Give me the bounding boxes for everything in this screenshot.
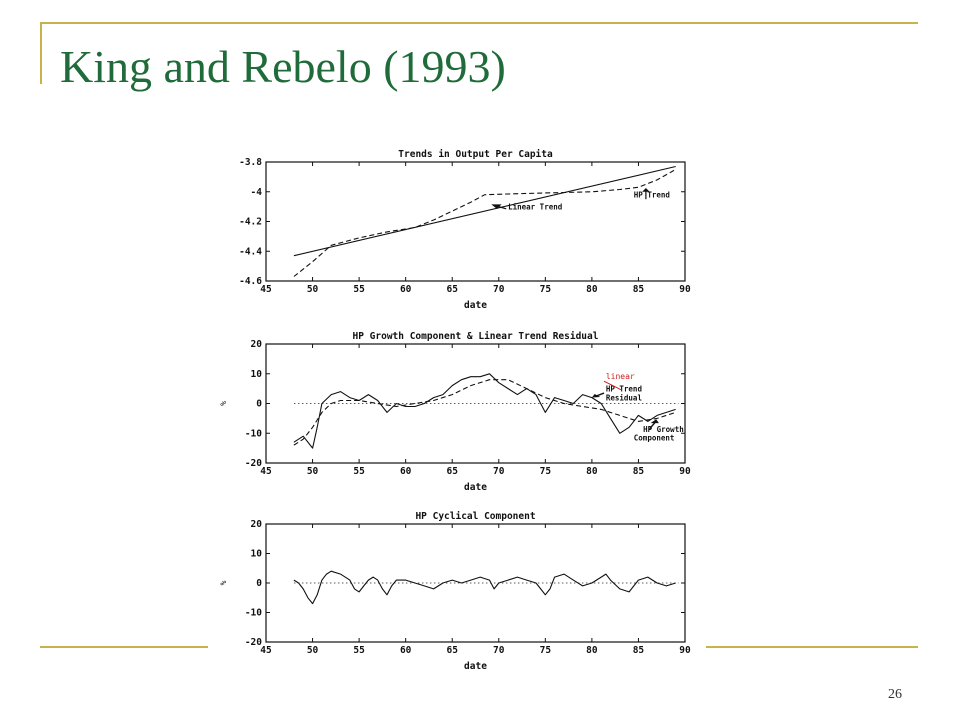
x-tick-label: 60 bbox=[400, 466, 412, 477]
y-tick-label: 10 bbox=[251, 549, 263, 560]
y-tick-label: -4 bbox=[251, 187, 263, 198]
left-rule bbox=[40, 22, 42, 84]
x-tick-label: 45 bbox=[260, 466, 272, 477]
y-tick-label: -10 bbox=[245, 608, 262, 619]
y-tick-label: -10 bbox=[245, 428, 262, 439]
y-tick-label: -3.8 bbox=[239, 157, 262, 168]
x-tick-label: 75 bbox=[540, 284, 552, 295]
chart-2: HP Growth Component & Linear Trend Resid… bbox=[219, 331, 691, 493]
series-line-1-solid bbox=[293, 570, 676, 605]
x-tick-label: 65 bbox=[446, 645, 458, 656]
x-tick-label: 70 bbox=[493, 466, 505, 477]
x-tick-label: 60 bbox=[400, 645, 412, 656]
y-tick-label: -20 bbox=[245, 637, 262, 648]
y-tick-label: 10 bbox=[251, 369, 263, 380]
series-line-1-solid bbox=[293, 165, 676, 257]
growth-arrow bbox=[649, 421, 656, 430]
x-tick-label: 90 bbox=[679, 645, 691, 656]
chart-title: Trends in Output Per Capita bbox=[398, 149, 553, 160]
y-tick-label: -20 bbox=[245, 458, 262, 469]
x-tick-label: 45 bbox=[260, 284, 272, 295]
y-tick-label: -4.4 bbox=[239, 246, 262, 257]
plot-frame bbox=[265, 161, 686, 282]
annotation-label: Component bbox=[634, 434, 675, 443]
x-tick-label: 50 bbox=[307, 284, 319, 295]
y-tick-label: 20 bbox=[251, 519, 263, 530]
annotation-label: HP Trend bbox=[634, 191, 670, 200]
x-tick-label: 90 bbox=[679, 284, 691, 295]
y-tick-label: 0 bbox=[256, 578, 262, 589]
x-tick-label: 55 bbox=[353, 284, 365, 295]
slide-title: King and Rebelo (1993) bbox=[60, 41, 506, 92]
x-tick-label: 85 bbox=[633, 645, 645, 656]
x-tick-label: 60 bbox=[400, 284, 412, 295]
x-tick-label: 70 bbox=[493, 284, 505, 295]
y-tick-label: -4.2 bbox=[239, 217, 262, 228]
annotation-label: Residual bbox=[606, 394, 642, 403]
annotation-label: HP Growth bbox=[643, 425, 684, 434]
x-tick-label: 70 bbox=[493, 645, 505, 656]
x-tick-label: 80 bbox=[586, 645, 598, 656]
chart-title: HP Cyclical Component bbox=[415, 511, 535, 522]
residual-arrowhead bbox=[591, 393, 601, 398]
y-axis-label: % bbox=[219, 401, 228, 406]
y-axis-label: % bbox=[219, 580, 228, 585]
top-rule bbox=[40, 22, 918, 24]
x-tick-label: 85 bbox=[633, 466, 645, 477]
y-tick-label: -4.6 bbox=[239, 276, 262, 287]
linear-red-pointer bbox=[603, 380, 622, 391]
hp-trend-arrowhead bbox=[642, 188, 650, 192]
x-tick-label: 50 bbox=[307, 466, 319, 477]
x-tick-label: 65 bbox=[446, 466, 458, 477]
x-tick-label: 80 bbox=[586, 284, 598, 295]
page-number: 26 bbox=[888, 687, 902, 702]
x-tick-label: 85 bbox=[633, 284, 645, 295]
x-tick-label: 75 bbox=[540, 466, 552, 477]
x-tick-label: 75 bbox=[540, 645, 552, 656]
chart-1: Trends in Output Per Capita 45 50 55 60 65 70 7… bbox=[239, 149, 691, 311]
x-axis-label: date bbox=[464, 661, 487, 672]
series-line-2-dashed bbox=[293, 379, 676, 446]
x-axis-label: date bbox=[464, 300, 487, 311]
annotation-label: Linear Trend bbox=[508, 203, 562, 212]
series-line-1-solid bbox=[293, 373, 676, 449]
chart-title: HP Growth Component & Linear Trend Resid… bbox=[353, 331, 599, 342]
annotation-label: HP Trend bbox=[606, 385, 642, 394]
figure-panel: Trends in Output Per Capita 45 50 55 60 65 70 7… bbox=[208, 140, 706, 680]
king-rebelo-charts: Trends in Output Per Capita 45 50 55 60 65 70 7… bbox=[219, 149, 691, 672]
chart-3: HP Cyclical Component 45 50 55 60 65 70 75 80 85 9… bbox=[219, 511, 691, 672]
y-tick-label: 20 bbox=[251, 339, 263, 350]
x-tick-label: 55 bbox=[353, 466, 365, 477]
annotation-label: linear bbox=[606, 372, 635, 381]
growth-arrowhead bbox=[650, 419, 659, 424]
x-tick-label: 80 bbox=[586, 466, 598, 477]
x-tick-label: 55 bbox=[353, 645, 365, 656]
y-tick-label: 0 bbox=[256, 399, 262, 410]
x-tick-label: 50 bbox=[307, 645, 319, 656]
linear-trend-arrowhead bbox=[491, 204, 502, 209]
x-axis-label: date bbox=[464, 482, 487, 493]
x-tick-label: 90 bbox=[679, 466, 691, 477]
x-tick-label: 65 bbox=[446, 284, 458, 295]
series-line-2-dashed bbox=[293, 168, 676, 277]
x-tick-label: 45 bbox=[260, 645, 272, 656]
